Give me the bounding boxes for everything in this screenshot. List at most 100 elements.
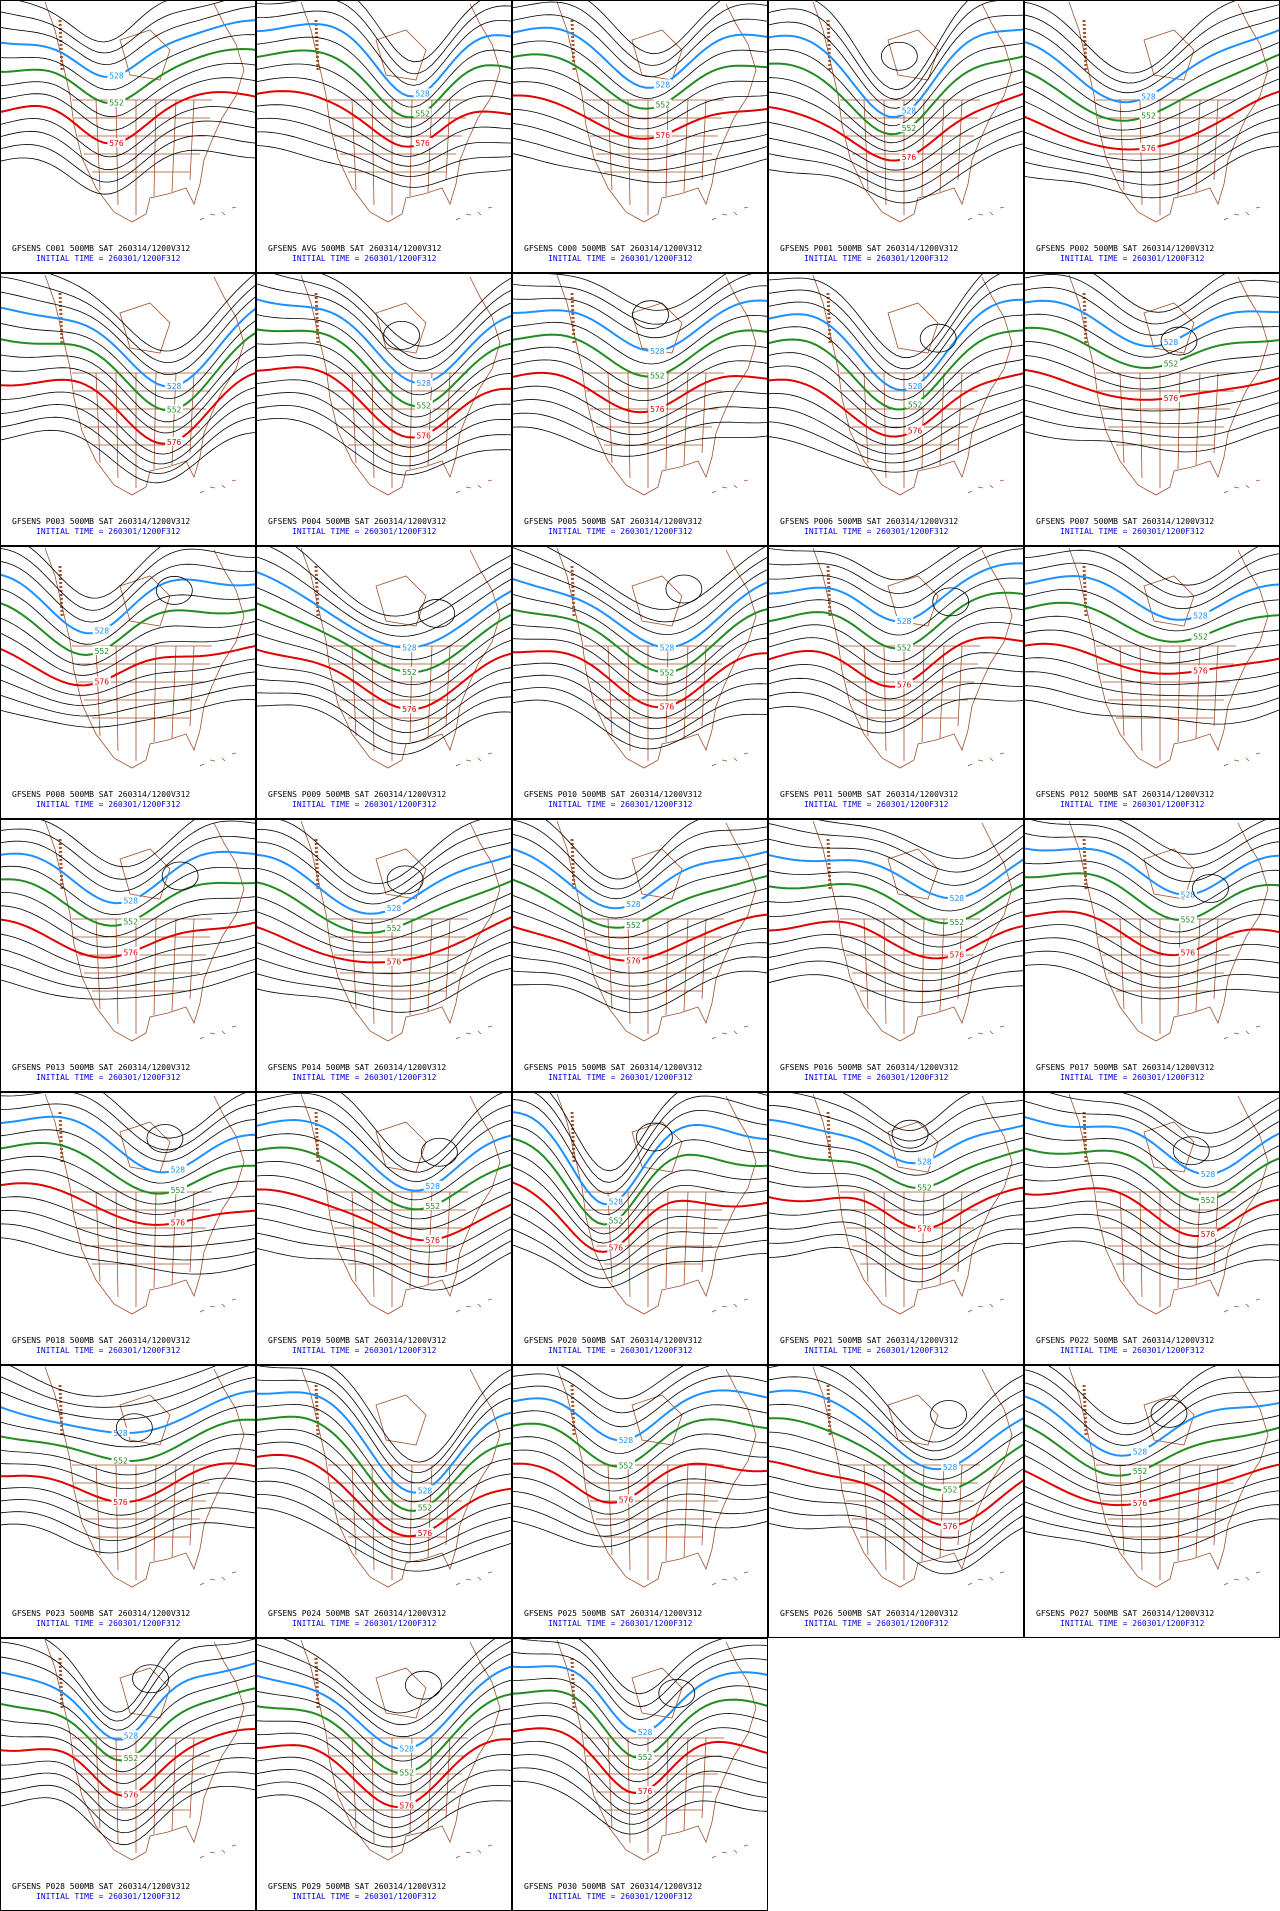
contour-label: 552 [908, 400, 923, 409]
contour [1, 561, 255, 623]
contour [1025, 964, 1279, 1000]
contour [769, 1389, 1023, 1471]
contour [1025, 313, 1279, 358]
contour [257, 704, 511, 755]
contour [578, 1639, 723, 1695]
contour [513, 1152, 767, 1235]
contour [513, 1197, 767, 1262]
contours: 528 552 576 [1, 1366, 255, 1589]
contour [257, 1093, 511, 1173]
contour [769, 344, 1023, 420]
contour [769, 274, 1001, 370]
contour [769, 372, 1023, 438]
panel-frame [512, 1365, 768, 1638]
contours: 528 552 576 [513, 274, 767, 497]
contour [1025, 1477, 1279, 1516]
closed-contour [1150, 1398, 1188, 1428]
panel-subtitle: INITIAL TIME = 260301/1200F312 [1060, 254, 1205, 263]
contours: 528 552 576 [257, 1366, 511, 1589]
contour [513, 1490, 767, 1526]
contour [1, 633, 255, 676]
contour [1, 820, 255, 880]
contour [1025, 146, 1279, 199]
contour [257, 1453, 511, 1538]
contour [518, 1639, 767, 1708]
contour [1030, 820, 1279, 869]
label-bg [1131, 1498, 1150, 1508]
contour [49, 274, 255, 352]
contour [513, 1505, 767, 1537]
contour [1122, 1093, 1279, 1134]
panel-frame [256, 546, 512, 819]
contour [257, 602, 511, 674]
map-panel: 528 552 576 GFSENS P023 500MB SAT 260314/12… [0, 1365, 256, 1638]
contour-label: 552 [167, 406, 182, 415]
contour-label: 576 [171, 1219, 186, 1228]
contour [1, 1376, 255, 1420]
contour [257, 63, 511, 128]
contour [769, 1403, 1023, 1480]
contours: 528 552 576 [257, 820, 511, 1043]
contour [257, 117, 511, 167]
contour [513, 674, 767, 730]
contour [1, 1404, 255, 1448]
contour [769, 908, 1023, 948]
panel-subtitle: INITIAL TIME = 260301/1200F312 [292, 800, 437, 809]
contour [513, 1677, 767, 1746]
contour-label: 576 [425, 1236, 440, 1245]
contour [1, 1448, 255, 1490]
panel-title: GFSENS P007 500MB SAT 260314/1200V312 [1036, 517, 1214, 526]
contour-label: 528 [1141, 92, 1156, 101]
contour [257, 49, 511, 119]
contour [769, 652, 1023, 700]
contour [1, 429, 255, 484]
contour-label: 576 [109, 139, 124, 148]
contours: 528 552 576 [1, 547, 255, 770]
contour [817, 820, 1023, 859]
contour-label: 552 [943, 1485, 958, 1494]
contour [269, 547, 511, 627]
label-bg [121, 895, 140, 905]
contours: 528 552 576 [513, 1, 767, 224]
contour-label: 576 [609, 1244, 624, 1253]
contour-label: 552 [609, 1217, 624, 1226]
contour [1025, 42, 1279, 112]
contour [257, 1106, 511, 1182]
label-bg [415, 1485, 434, 1495]
contour-label: 528 [660, 643, 675, 652]
closed-contour [115, 1413, 153, 1443]
contour [1025, 642, 1279, 675]
label-bg [616, 1460, 635, 1470]
contour [1025, 117, 1279, 173]
contour [1025, 924, 1279, 967]
contour [44, 1639, 181, 1713]
contour [257, 1203, 511, 1253]
map-panel: 528 552 576 GFSENS P002 500MB SAT 260314/12… [1024, 0, 1280, 273]
contour [1025, 657, 1279, 685]
contour-label: 576 [1193, 667, 1208, 676]
contour [549, 1093, 767, 1172]
closed-contour [658, 1678, 696, 1708]
label-bg [92, 645, 111, 655]
contour [513, 928, 767, 974]
contour [257, 404, 511, 467]
panel-subtitle: INITIAL TIME = 260301/1200F312 [36, 1346, 181, 1355]
contour [1, 291, 255, 376]
contour-label: 576 [387, 957, 402, 966]
contour [1, 1182, 255, 1226]
contour [513, 594, 767, 661]
contour-label: 576 [650, 405, 665, 414]
contour [257, 1754, 511, 1819]
contour [769, 682, 1023, 723]
contour [769, 68, 1023, 144]
contour [1025, 326, 1279, 370]
label-bg [400, 667, 419, 677]
panel-subtitle: INITIAL TIME = 260301/1200F312 [36, 1619, 181, 1628]
contour [1025, 1518, 1279, 1554]
contour [1, 1093, 255, 1151]
panel-subtitle: INITIAL TIME = 260301/1200F312 [292, 527, 437, 536]
contour [769, 1507, 1023, 1563]
label-bg [414, 400, 433, 410]
contour [513, 1229, 767, 1279]
contour [513, 863, 767, 919]
